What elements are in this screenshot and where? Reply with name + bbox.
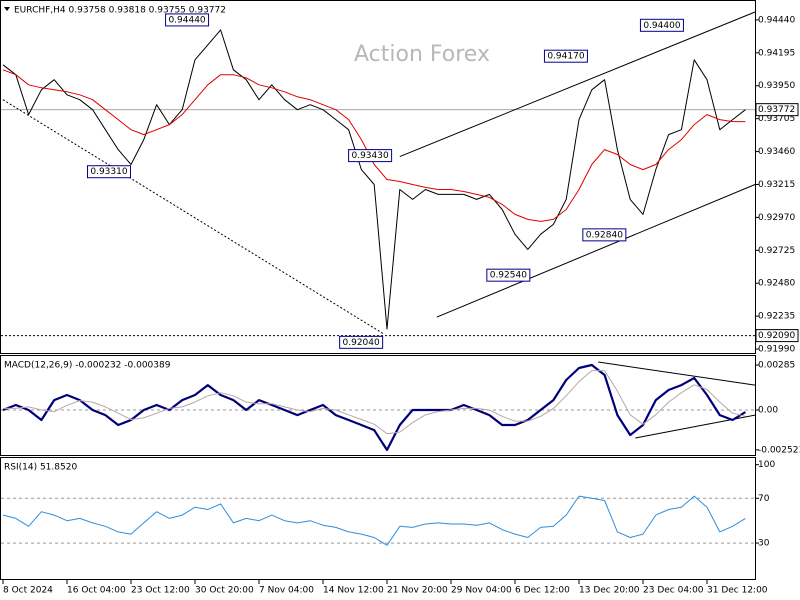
y-tick-label: 0.92970	[758, 213, 795, 223]
watermark: Action Forex	[354, 42, 490, 67]
y-tick-label: 0.94195	[758, 48, 795, 58]
price-label-box	[755, 329, 799, 343]
series-line	[2, 495, 746, 546]
trend-line	[436, 184, 756, 318]
annotation-box	[543, 49, 588, 63]
y-tick-label: 0.94440	[758, 15, 795, 25]
y-tick-label: 0.92235	[758, 312, 795, 322]
trend-line	[399, 11, 756, 158]
y-tick-label: 0.93215	[758, 180, 795, 190]
annotation-box	[582, 228, 627, 242]
x-tick-label: 30 Oct 20:00	[195, 586, 254, 596]
pane-frame	[0, 457, 756, 580]
annotation-label: 0.94440	[168, 15, 205, 25]
series-line	[2, 363, 746, 452]
pane-frame	[0, 0, 756, 354]
x-tick-label: 6 Dec 12:00	[515, 586, 570, 596]
y-tick-label: 70	[758, 494, 770, 504]
price-label: 0.93772	[758, 105, 795, 115]
y-tick-label: 0.92480	[758, 279, 795, 289]
x-tick-label: 21 Nov 20:00	[387, 586, 448, 596]
pane-frame	[0, 355, 756, 456]
annotation-box	[348, 149, 393, 163]
x-tick-label: 31 Dec 12:00	[707, 586, 768, 596]
annotation-label: 0.94170	[547, 52, 584, 62]
y-tick-label: 0.93950	[758, 81, 795, 91]
x-tick-label: 13 Dec 20:00	[579, 586, 640, 596]
pane-title: EURCHF,H4 0.93758 0.93818 0.93755 0.9377…	[14, 6, 226, 16]
x-tick-label: 29 Nov 04:00	[451, 586, 512, 596]
annotation-box	[165, 13, 210, 27]
annotation-label: 0.92040	[343, 338, 380, 348]
annotation-label: 0.93310	[90, 167, 127, 177]
y-tick-label: 0.00285	[758, 361, 795, 371]
trend-line	[598, 361, 756, 386]
y-tick-label: 0.91990	[758, 345, 795, 355]
series-line	[2, 29, 746, 330]
annotation-label: 0.92540	[490, 271, 527, 281]
x-tick-label: 23 Dec 04:00	[643, 586, 704, 596]
series-line	[3, 370, 746, 435]
series-line	[2, 69, 746, 222]
annotation-box	[639, 18, 684, 32]
annotation-label: 0.93430	[351, 151, 388, 161]
y-tick-label: 0.93705	[758, 114, 795, 124]
x-tick-label: 14 Nov 12:00	[323, 586, 384, 596]
annotation-box	[339, 335, 384, 349]
x-tick-label: 16 Oct 04:00	[67, 586, 126, 596]
annotation-box	[486, 268, 531, 282]
x-tick-label: 7 Nov 04:00	[259, 586, 314, 596]
trend-line	[2, 99, 385, 335]
pane-title: RSI(14) 51.8520	[4, 463, 77, 473]
y-tick-label: 0.93460	[758, 147, 795, 157]
pane-title: MACD(12,26,9) -0.000232 -0.000389	[4, 361, 171, 371]
price-label-box	[755, 103, 799, 117]
symbol-icon	[4, 7, 10, 11]
annotation-box	[86, 165, 131, 179]
x-tick-label: 8 Oct 2024	[3, 586, 53, 596]
y-tick-label: 30	[758, 539, 770, 549]
y-tick-label: 100	[758, 460, 775, 470]
annotation-label: 0.92840	[586, 230, 623, 240]
price-label: 0.92090	[758, 331, 795, 341]
y-tick-label: 0.00	[758, 406, 778, 416]
y-tick-label: -0.002521	[758, 445, 800, 455]
y-tick-label: 0.92725	[758, 246, 795, 256]
x-tick-label: 23 Oct 12:00	[131, 586, 190, 596]
annotation-label: 0.94400	[643, 21, 680, 31]
